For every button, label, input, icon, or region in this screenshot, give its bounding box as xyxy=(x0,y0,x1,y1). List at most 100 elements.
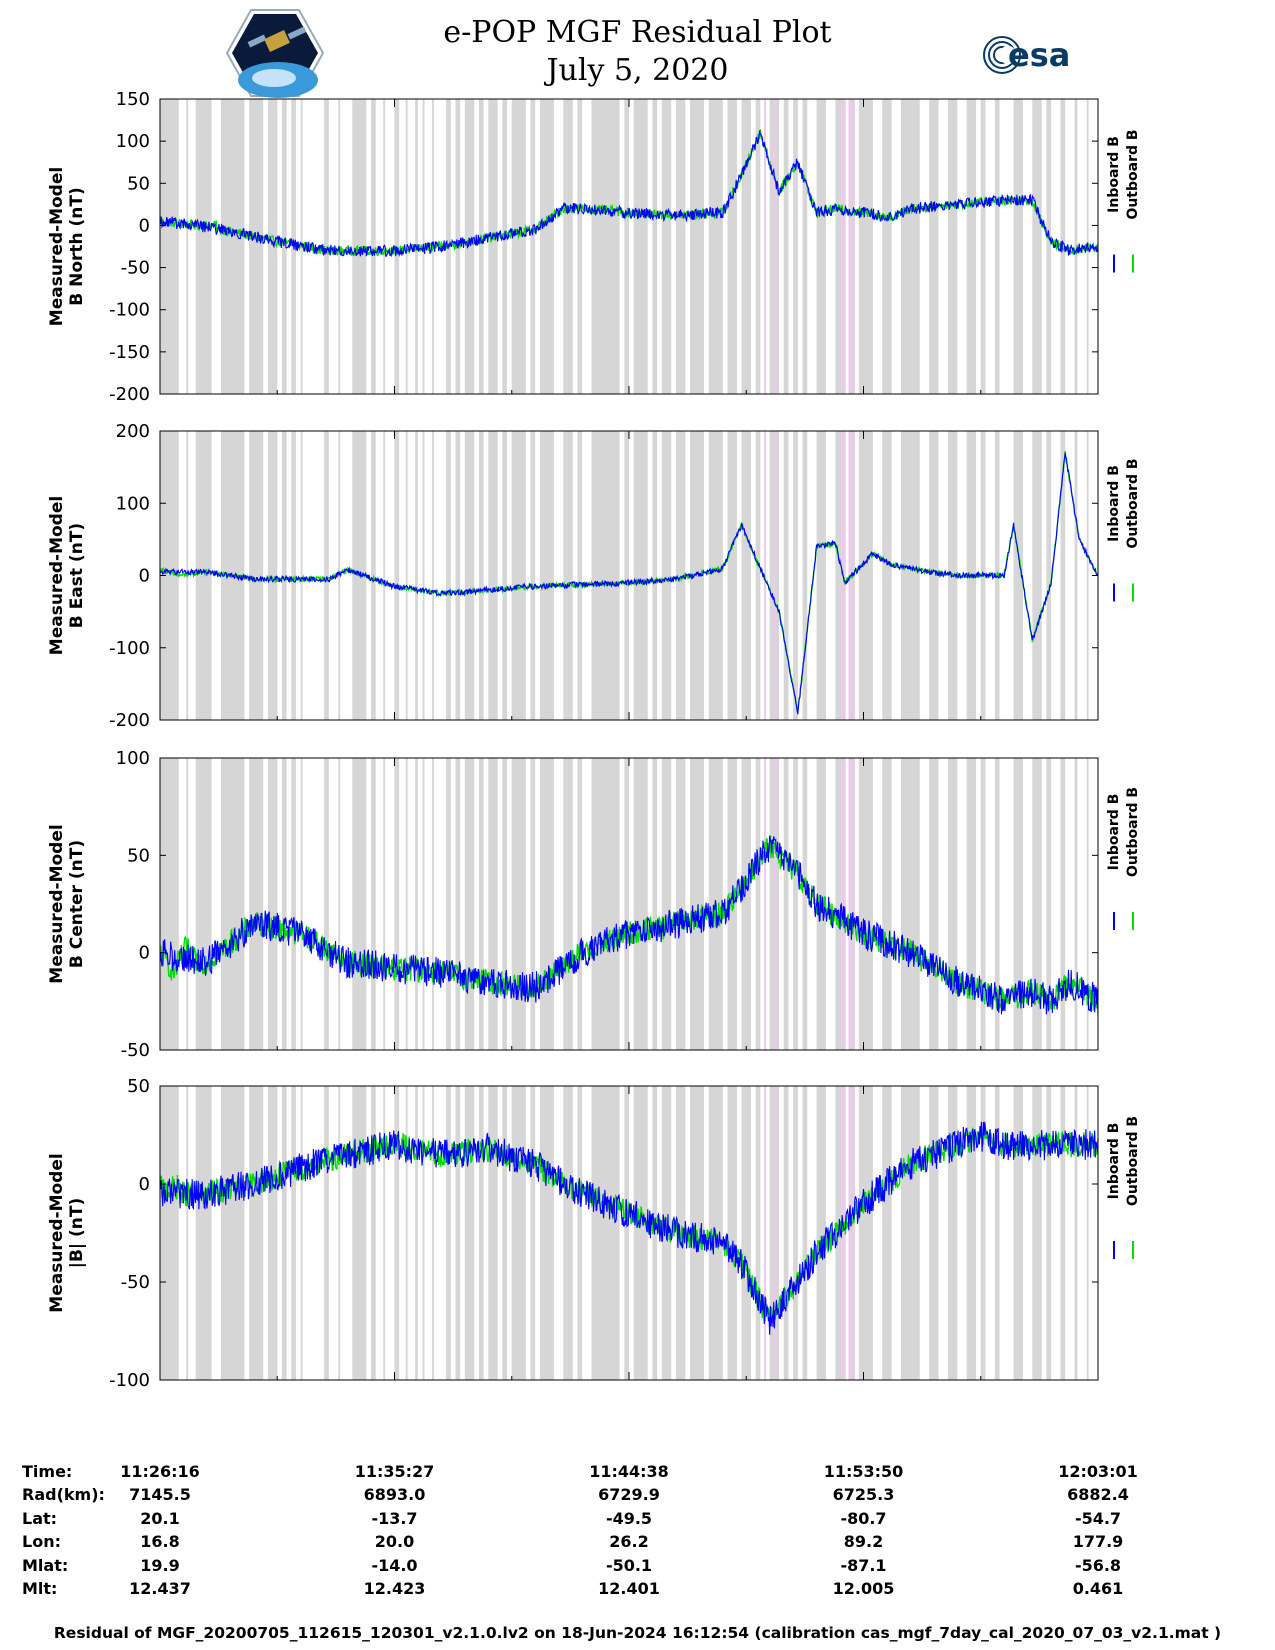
gap-shade xyxy=(708,431,723,720)
series-inboard-b xyxy=(159,1121,1099,1335)
gap-shade xyxy=(1060,431,1066,720)
gap-shade xyxy=(563,1086,573,1380)
info-cell: -14.0 xyxy=(371,1555,418,1575)
y-axis-label-line-1: Measured-Model xyxy=(47,824,67,983)
gap-shade xyxy=(1046,758,1052,1050)
gap-shade xyxy=(901,99,920,394)
gap-shade xyxy=(160,99,179,394)
gap-shade xyxy=(783,758,789,1050)
info-cell: 6725.3 xyxy=(832,1485,895,1505)
gap-shade xyxy=(160,1086,179,1380)
gap-shade xyxy=(741,99,751,394)
legend-outboard-label: Outboard B xyxy=(1125,1116,1141,1206)
gap-shade xyxy=(502,1086,508,1380)
info-cell: 19.9 xyxy=(140,1555,180,1575)
gap-shade xyxy=(432,758,434,1050)
gap-shade xyxy=(793,431,798,720)
gap-shade xyxy=(352,758,367,1050)
info-row-label: Lon: xyxy=(22,1532,61,1552)
gap-shade xyxy=(415,1086,418,1380)
info-cell: 20.0 xyxy=(374,1532,415,1552)
gap-shade xyxy=(488,758,498,1050)
info-cell: -13.7 xyxy=(371,1508,418,1528)
series-inboard-b xyxy=(159,452,1099,715)
gap-shade xyxy=(530,758,536,1050)
gap-shade xyxy=(291,1086,297,1380)
y-tick-label: 100 xyxy=(116,748,150,769)
gap-shade xyxy=(464,99,475,394)
legend-labels: Inboard B Outboard B xyxy=(1106,1116,1141,1206)
y-tick-label: 50 xyxy=(127,1076,150,1097)
gap-shade xyxy=(324,1086,329,1380)
gap-shade xyxy=(415,758,418,1050)
gap-shade xyxy=(652,758,658,1050)
gap-shade xyxy=(624,99,629,394)
gap-shade xyxy=(511,758,526,1050)
gap-shade xyxy=(267,431,278,720)
gap-shade xyxy=(577,758,583,1050)
y-axis-label: Measured-ModelB East (nT) xyxy=(47,496,87,655)
gap-shade xyxy=(858,99,873,394)
gap-shade xyxy=(741,431,751,720)
y-tick-label: -200 xyxy=(109,710,150,731)
y-axis-label-line-2: |B| (nT) xyxy=(67,1198,87,1269)
gap-shade xyxy=(530,431,536,720)
gap-shade xyxy=(291,758,297,1050)
gap-shade xyxy=(324,431,329,720)
gap-shade xyxy=(661,431,672,720)
gap-shade xyxy=(249,431,264,720)
gap-shade xyxy=(783,431,789,720)
orbit-info-table: Time: 11:26:16 11:35:27 11:44:38 11:53:50 12:… xyxy=(0,1462,1275,1622)
gap-shade xyxy=(591,99,620,394)
info-cell: 6882.4 xyxy=(1067,1485,1129,1505)
info-cell: 12.401 xyxy=(598,1579,660,1598)
gap-shade xyxy=(1013,758,1023,1050)
gap-shade xyxy=(1086,758,1089,1050)
gap-shade xyxy=(220,758,245,1050)
info-cell: -50.1 xyxy=(605,1555,653,1575)
gap-shade xyxy=(661,99,672,394)
gap-shade xyxy=(502,99,508,394)
gap-shade xyxy=(446,1086,451,1380)
gap-shade xyxy=(446,758,451,1050)
gap-shade xyxy=(394,758,400,1050)
y-axis-label-line-1: Measured-Model xyxy=(47,496,67,655)
gap-shade xyxy=(324,99,329,394)
info-row: Time: 11:26:16 11:35:27 11:44:38 11:53:50 12:… xyxy=(0,1462,1275,1486)
gap-shade xyxy=(577,1086,583,1380)
gap-shade xyxy=(1060,99,1066,394)
gap-shade xyxy=(929,431,939,720)
gap-shade xyxy=(755,431,761,720)
gap-shade xyxy=(1013,431,1023,720)
gap-shade xyxy=(1032,99,1042,394)
info-cell: 89.2 xyxy=(843,1532,884,1552)
gap-shade xyxy=(249,758,264,1050)
series-inboard-b xyxy=(159,835,1099,1017)
gap-shade xyxy=(849,99,855,394)
info-row: Lat: 20.1 -13.7 -49.5 -80.7 -54.7 xyxy=(0,1509,1275,1533)
info-cell: 12:03:01 xyxy=(1058,1462,1138,1481)
info-cell: 177.9 xyxy=(1072,1532,1124,1552)
gap-shade xyxy=(624,758,629,1050)
info-row-label: Mlat: xyxy=(22,1555,69,1575)
gap-shade xyxy=(415,431,418,720)
gap-shade xyxy=(793,99,798,394)
y-tick-label: -150 xyxy=(109,342,150,363)
gap-shade xyxy=(394,1086,400,1380)
gap-shade xyxy=(1060,758,1066,1050)
gap-shade xyxy=(1086,1086,1089,1380)
gap-shade xyxy=(539,1086,554,1380)
legend-outboard-label: Outboard B xyxy=(1125,787,1141,877)
legend-inboard-label: Inboard B xyxy=(1106,136,1122,213)
gap-shade xyxy=(563,431,573,720)
gap-shade xyxy=(994,758,1000,1050)
gap-shade xyxy=(652,99,658,394)
panel-4: 50 0 -50 -100 Measured-Model|B| (nT) Inboard … xyxy=(47,1076,1141,1391)
gap-shade xyxy=(1046,1086,1052,1380)
gap-shade xyxy=(994,99,1000,394)
info-row-label: Time: xyxy=(22,1462,73,1481)
gap-shade xyxy=(383,431,386,720)
legend-inboard-label: Inboard B xyxy=(1106,465,1122,542)
gap-shade xyxy=(624,431,629,720)
gap-shade xyxy=(947,1086,958,1380)
